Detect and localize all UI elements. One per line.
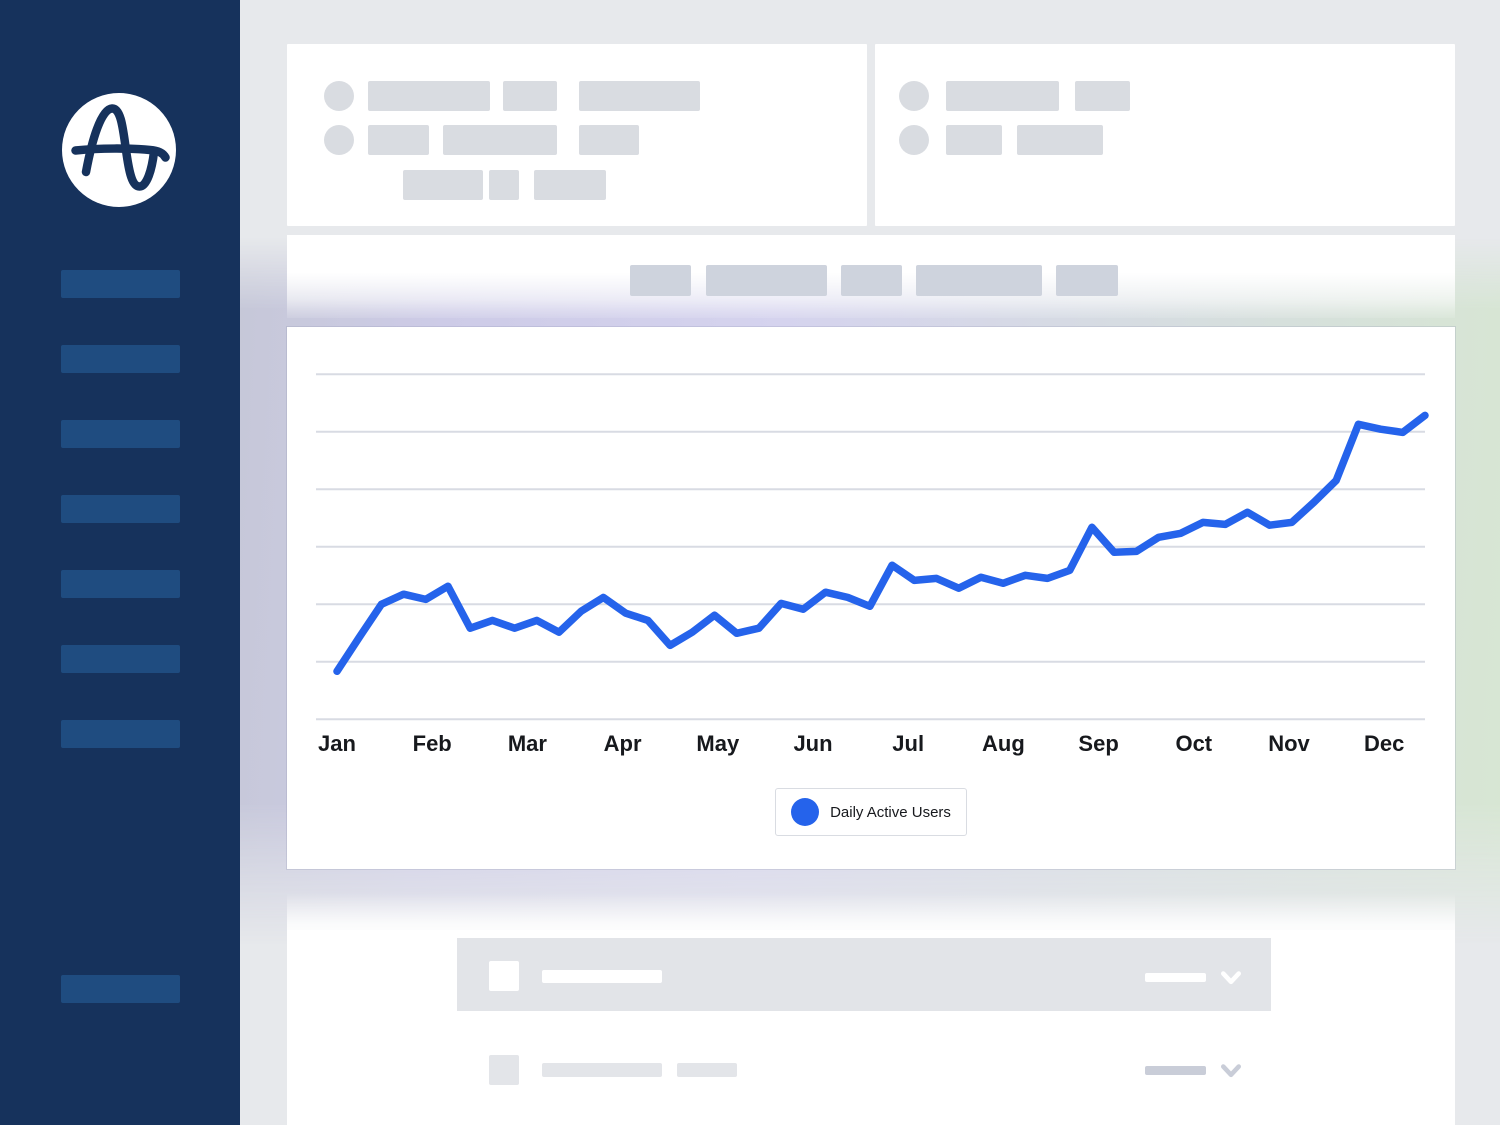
- avatar-placeholder: [324, 125, 354, 155]
- row-checkbox[interactable]: [489, 1055, 519, 1085]
- text-placeholder: [368, 125, 429, 155]
- text-placeholder: [403, 170, 483, 200]
- text-placeholder: [1017, 125, 1103, 155]
- x-axis-label-jan: Jan: [318, 731, 356, 756]
- chevron-down-icon[interactable]: [1220, 970, 1242, 986]
- row-checkbox[interactable]: [489, 961, 519, 991]
- text-placeholder: [579, 125, 639, 155]
- sidebar-item-6[interactable]: [61, 645, 180, 673]
- filter-chip-1[interactable]: [630, 265, 691, 296]
- row-subtitle-placeholder: [677, 1063, 737, 1077]
- sidebar-item-7[interactable]: [61, 720, 180, 748]
- row-title-placeholder: [542, 1063, 662, 1077]
- avatar-placeholder: [899, 81, 929, 111]
- app-logo[interactable]: [62, 93, 176, 207]
- chevron-down-icon[interactable]: [1220, 1063, 1242, 1079]
- text-placeholder: [443, 125, 557, 155]
- text-placeholder: [946, 125, 1002, 155]
- filter-bar: [287, 235, 1455, 318]
- x-axis-label-feb: Feb: [413, 731, 452, 756]
- filter-chip-2[interactable]: [706, 265, 827, 296]
- x-axis-label-aug: Aug: [982, 731, 1025, 756]
- filter-chip-5[interactable]: [1056, 265, 1118, 296]
- chart-card: Jan Feb Mar Apr May Jun Jul Aug Sep Oct Nov Dec Dai…: [287, 327, 1455, 869]
- avatar-placeholder: [324, 81, 354, 111]
- sidebar-item-3[interactable]: [61, 420, 180, 448]
- legend-label: Daily Active Users: [830, 803, 951, 821]
- x-axis-label-oct: Oct: [1175, 731, 1212, 756]
- summary-card-left: [287, 44, 867, 226]
- chart-legend[interactable]: Daily Active Users: [775, 788, 967, 836]
- x-axis-label-nov: Nov: [1268, 731, 1310, 756]
- summary-card-right: [875, 44, 1455, 226]
- sidebar-item-5[interactable]: [61, 570, 180, 598]
- row-dropdown-placeholder: [1145, 973, 1206, 982]
- row-dropdown-placeholder: [1145, 1066, 1206, 1075]
- text-placeholder: [946, 81, 1059, 111]
- sidebar: [0, 0, 240, 1125]
- text-placeholder: [579, 81, 700, 111]
- filter-chip-4[interactable]: [916, 265, 1042, 296]
- sidebar-item-2[interactable]: [61, 345, 180, 373]
- filter-chip-3[interactable]: [841, 265, 902, 296]
- sidebar-footer-item[interactable]: [61, 975, 180, 1003]
- dau-line: [333, 411, 1429, 676]
- text-placeholder: [368, 81, 490, 111]
- legend-dot-icon: [791, 798, 820, 826]
- dau-chart: Jan Feb Mar Apr May Jun Jul Aug Sep Oct Nov Dec: [316, 373, 1429, 756]
- x-axis-label-jun: Jun: [793, 731, 832, 756]
- x-axis-label-mar: Mar: [508, 731, 548, 756]
- text-placeholder: [1075, 81, 1130, 111]
- x-axis-label-sep: Sep: [1078, 731, 1118, 756]
- text-placeholder: [534, 170, 606, 200]
- text-placeholder: [489, 170, 519, 200]
- x-axis-label-dec: Dec: [1364, 731, 1404, 756]
- avatar-placeholder: [899, 125, 929, 155]
- row-title-placeholder: [542, 970, 662, 983]
- text-placeholder: [503, 81, 557, 111]
- x-axis-label-jul: Jul: [892, 731, 924, 756]
- x-axis-label-may: May: [696, 731, 740, 756]
- sidebar-item-4[interactable]: [61, 495, 180, 523]
- x-axis-label-apr: Apr: [604, 731, 642, 756]
- sidebar-item-1[interactable]: [61, 270, 180, 298]
- amplitude-sine-wave-icon: [71, 104, 170, 191]
